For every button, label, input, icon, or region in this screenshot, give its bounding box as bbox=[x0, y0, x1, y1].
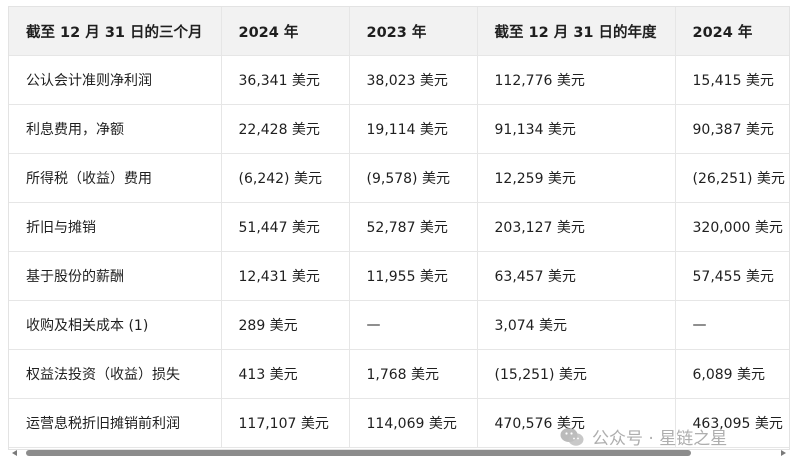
table-cell: (26,251) 美元 bbox=[675, 153, 789, 203]
row-label: 公认会计准则净利润 bbox=[9, 55, 222, 105]
table-cell: 463,095 美元 bbox=[675, 398, 789, 448]
table-row: 所得税（收益）费用 (6,242) 美元 (9,578) 美元 12,259 美… bbox=[9, 153, 789, 203]
table-cell: 6,089 美元 bbox=[675, 349, 789, 399]
table-cell: 57,455 美元 bbox=[675, 251, 789, 301]
header-cell: 2024 年 bbox=[221, 7, 350, 56]
financial-table: 截至 12 月 31 日的三个月 2024 年 2023 年 截至 12 月 3… bbox=[9, 7, 789, 448]
table-cell: 3,074 美元 bbox=[477, 300, 676, 350]
header-cell: 2024 年 bbox=[675, 7, 789, 56]
watermark-text: 公众号 · 星链之星 bbox=[592, 429, 728, 449]
scroll-left-arrow-icon[interactable] bbox=[12, 450, 17, 456]
table-cell: 19,114 美元 bbox=[349, 104, 478, 154]
header-cell: 2023 年 bbox=[349, 7, 478, 56]
row-label: 基于股份的薪酬 bbox=[9, 251, 222, 301]
table-row: 运营息税折旧摊销前利润 117,107 美元 114,069 美元 470,57… bbox=[9, 398, 789, 448]
scrollbar-thumb[interactable] bbox=[26, 450, 691, 456]
table-cell: 413 美元 bbox=[221, 349, 350, 399]
watermark: 公众号 · 星链之星 bbox=[560, 424, 727, 449]
scroll-right-arrow-icon[interactable] bbox=[781, 450, 786, 456]
row-label: 折旧与摊销 bbox=[9, 202, 222, 252]
table-cell: 90,387 美元 bbox=[675, 104, 789, 154]
table-cell: — bbox=[675, 300, 789, 350]
table-row: 折旧与摊销 51,447 美元 52,787 美元 203,127 美元 320… bbox=[9, 202, 789, 252]
table-cell: 63,457 美元 bbox=[477, 251, 676, 301]
table-header-row: 截至 12 月 31 日的三个月 2024 年 2023 年 截至 12 月 3… bbox=[9, 7, 789, 56]
table-cell: 1,768 美元 bbox=[349, 349, 478, 399]
table-row: 收购及相关成本 (1) 289 美元 — 3,074 美元 — bbox=[9, 300, 789, 350]
horizontal-scrollbar[interactable] bbox=[8, 448, 790, 458]
row-label: 权益法投资（收益）损失 bbox=[9, 349, 222, 399]
table-cell: 12,431 美元 bbox=[221, 251, 350, 301]
table-cell: 11,955 美元 bbox=[349, 251, 478, 301]
table-cell: 112,776 美元 bbox=[477, 55, 676, 105]
header-cell: 截至 12 月 31 日的年度 bbox=[477, 7, 676, 56]
table-cell: 38,023 美元 bbox=[349, 55, 478, 105]
table-cell: 52,787 美元 bbox=[349, 202, 478, 252]
table-cell: 91,134 美元 bbox=[477, 104, 676, 154]
table-row: 利息费用，净额 22,428 美元 19,114 美元 91,134 美元 90… bbox=[9, 104, 789, 154]
table-cell: 470,576 美元 bbox=[477, 398, 676, 448]
table-cell: 289 美元 bbox=[221, 300, 350, 350]
table-cell: 203,127 美元 bbox=[477, 202, 676, 252]
table-cell: 320,000 美元 bbox=[675, 202, 789, 252]
row-label: 所得税（收益）费用 bbox=[9, 153, 222, 203]
data-table-container: 截至 12 月 31 日的三个月 2024 年 2023 年 截至 12 月 3… bbox=[8, 6, 790, 450]
table-cell: (15,251) 美元 bbox=[477, 349, 676, 399]
table-cell: 15,415 美元 bbox=[675, 55, 789, 105]
table-cell: 22,428 美元 bbox=[221, 104, 350, 154]
wechat-logo-icon bbox=[560, 427, 584, 446]
row-label: 收购及相关成本 (1) bbox=[9, 300, 222, 350]
table-row: 公认会计准则净利润 36,341 美元 38,023 美元 112,776 美元… bbox=[9, 55, 789, 105]
table-cell: 117,107 美元 bbox=[221, 398, 350, 448]
table-cell: 36,341 美元 bbox=[221, 55, 350, 105]
table-cell: (6,242) 美元 bbox=[221, 153, 350, 203]
table-cell: 12,259 美元 bbox=[477, 153, 676, 203]
table-cell: 114,069 美元 bbox=[349, 398, 478, 448]
header-cell: 截至 12 月 31 日的三个月 bbox=[9, 7, 222, 56]
row-label: 利息费用，净额 bbox=[9, 104, 222, 154]
table-row: 权益法投资（收益）损失 413 美元 1,768 美元 (15,251) 美元 … bbox=[9, 349, 789, 399]
table-cell: (9,578) 美元 bbox=[349, 153, 478, 203]
table-row: 基于股份的薪酬 12,431 美元 11,955 美元 63,457 美元 57… bbox=[9, 251, 789, 301]
row-label: 运营息税折旧摊销前利润 bbox=[9, 398, 222, 448]
table-cell: — bbox=[349, 300, 478, 350]
table-cell: 51,447 美元 bbox=[221, 202, 350, 252]
